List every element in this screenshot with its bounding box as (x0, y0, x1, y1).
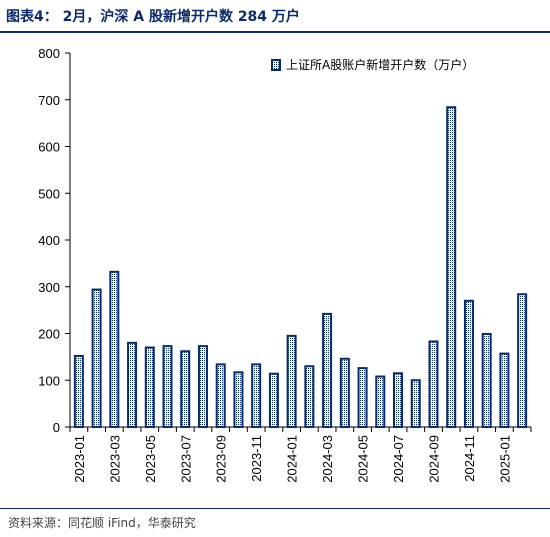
y-tick-label: 300 (38, 280, 60, 295)
x-tick-label: 2023-01 (72, 435, 87, 483)
y-tick-label: 400 (38, 233, 60, 248)
figure-title: 图表4： 2月，沪深 A 股新增开户数 284 万户 (6, 9, 300, 25)
bar-series (73, 106, 528, 429)
legend-swatch (271, 59, 281, 71)
bar (339, 357, 350, 428)
y-tick-label: 100 (38, 373, 60, 388)
x-tick-label: 2023-03 (107, 435, 122, 483)
bar (91, 288, 102, 428)
x-tick-label: 2024-11 (462, 435, 477, 482)
bar (73, 354, 84, 428)
bar-chart: 0 100 200 300 400 500 600 700 800 2023-01 2023-03… (38, 46, 532, 483)
bar (215, 363, 226, 429)
bar (446, 106, 457, 428)
bar (322, 312, 333, 428)
title-divider (0, 31, 550, 33)
x-tick-label: 2023-07 (178, 435, 193, 483)
bar (286, 334, 297, 428)
x-tick-label: 2023-05 (143, 435, 158, 483)
bar (517, 293, 528, 429)
bar (180, 350, 191, 429)
legend-label: 上证所A股账户新增开户数（万户） (286, 57, 474, 72)
bar (499, 352, 510, 429)
bar (197, 345, 208, 428)
bar (357, 367, 368, 428)
bar (233, 371, 244, 428)
x-tick-label: 2024-09 (426, 435, 441, 483)
x-tick-label: 2023-11 (249, 435, 264, 482)
x-tick-label: 2023-09 (214, 435, 229, 483)
bar (463, 299, 474, 428)
bar (375, 375, 386, 429)
bar (304, 365, 315, 429)
x-tick-label: 2025-01 (497, 435, 512, 483)
y-tick-label: 800 (38, 46, 60, 61)
source-note: 资料来源：同花顺 iFind，华泰研究 (8, 516, 196, 530)
y-tick-label: 700 (38, 93, 60, 108)
bar (393, 372, 404, 428)
bar (251, 363, 262, 429)
x-tick-label: 2024-07 (391, 435, 406, 483)
bar (268, 372, 279, 428)
legend: 上证所A股账户新增开户数（万户） (271, 57, 474, 72)
x-tick-label: 2024-05 (356, 435, 371, 483)
bar (162, 345, 173, 428)
bar (428, 340, 439, 429)
y-tick-label: 200 (38, 327, 60, 342)
bar (144, 346, 155, 428)
source-divider (0, 508, 550, 509)
bar (481, 332, 492, 428)
y-axis: 0 100 200 300 400 500 600 700 800 (38, 46, 71, 435)
y-tick-label: 0 (53, 420, 60, 435)
x-axis: 2023-01 2023-03 2023-05 2023-07 2023-09 2023-… (69, 426, 532, 483)
bar (109, 270, 120, 429)
x-tick-label: 2024-03 (320, 435, 335, 483)
bar (127, 341, 138, 429)
y-tick-label: 500 (38, 186, 60, 201)
bar (410, 379, 421, 428)
y-tick-label: 600 (38, 140, 60, 155)
x-tick-label: 2024-01 (285, 435, 300, 483)
